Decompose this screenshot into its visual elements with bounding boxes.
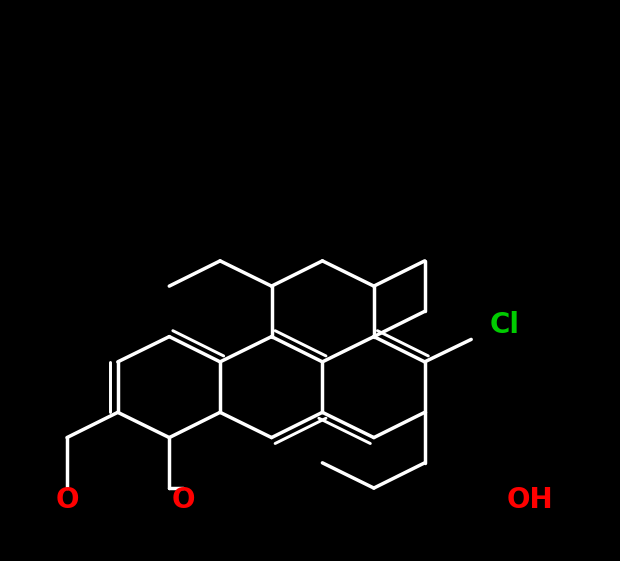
Text: Cl: Cl bbox=[490, 311, 520, 339]
Text: OH: OH bbox=[507, 486, 554, 514]
Text: O: O bbox=[171, 486, 195, 514]
Text: O: O bbox=[55, 486, 79, 514]
